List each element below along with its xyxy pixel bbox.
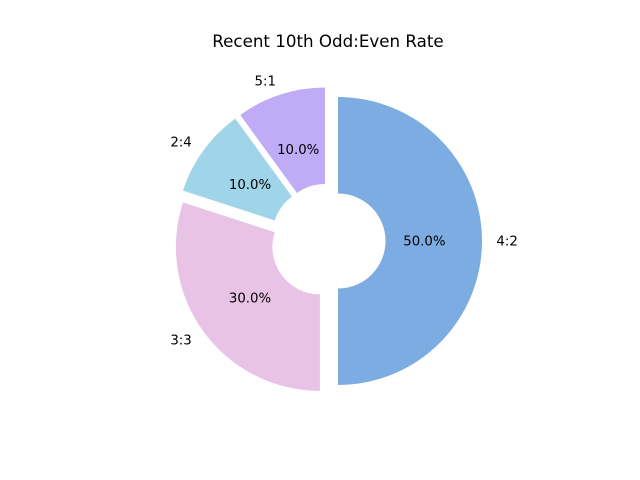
slice-label-4-2: 4:2	[496, 235, 517, 250]
slice-pct-3-3: 30.0%	[229, 291, 271, 306]
slice-pct-5-1: 10.0%	[277, 143, 319, 158]
pie-slice-2-4	[182, 118, 292, 221]
slice-pct-2-4: 10.0%	[229, 178, 271, 193]
slice-pct-4-2: 50.0%	[403, 235, 445, 250]
pie-slice-3-3	[175, 202, 320, 391]
chart-title: Recent 10th Odd:Even Rate	[212, 31, 444, 51]
slice-label-2-4: 2:4	[170, 136, 191, 151]
slice-label-5-1: 5:1	[255, 74, 276, 89]
slice-label-3-3: 3:3	[170, 334, 191, 349]
pie-slice-5-1	[240, 87, 325, 194]
pie-slice-4-2	[338, 97, 482, 385]
